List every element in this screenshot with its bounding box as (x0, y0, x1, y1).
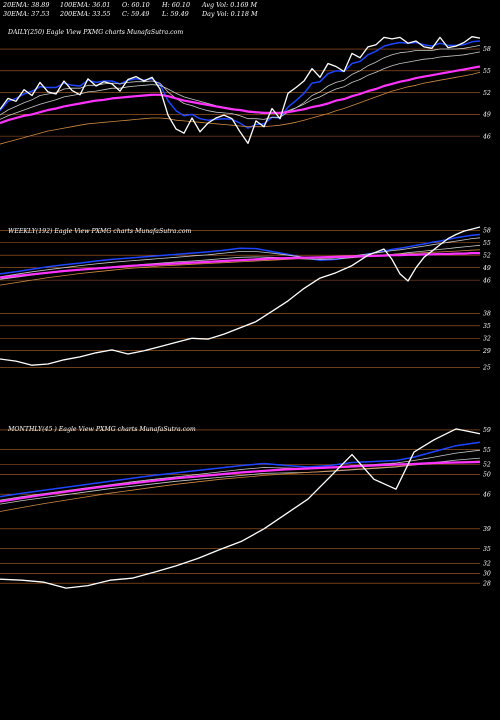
panel-title: WEEKLY(192) Eagle View PXMG charts Munaf… (8, 228, 191, 235)
ema-line (0, 249, 481, 286)
stat-ema20: 20EMA: 38.89 (3, 1, 50, 9)
y-tick-label: 52 (483, 462, 491, 469)
y-tick-label: 46 (482, 133, 491, 140)
y-tick-label: 29 (482, 348, 491, 355)
stat-low: L: 59.49 (162, 10, 189, 18)
ema-line (0, 237, 481, 278)
y-tick-label: 49 (482, 265, 491, 272)
stat-avgvol: Avg Vol: 0.169 M (202, 1, 258, 9)
stat-close: C: 59.49 (122, 10, 150, 18)
y-tick-label: 50 (483, 472, 491, 479)
ema-line (0, 252, 480, 279)
y-tick-label: 39 (483, 526, 491, 533)
y-tick-label: 32 (483, 561, 491, 568)
y-tick-label: 25 (482, 365, 491, 372)
ema-line (0, 233, 481, 275)
y-tick-label: 49 (482, 112, 491, 119)
y-tick-label: 55 (483, 240, 491, 247)
y-tick-label: 58 (483, 228, 491, 235)
y-tick-label: 59 (483, 427, 491, 434)
y-tick-label: 28 (482, 580, 491, 587)
ema-line (0, 40, 481, 129)
stat-ema200: 200EMA: 33.55 (60, 10, 111, 18)
y-tick-label: 46 (482, 491, 491, 498)
y-tick-label: 52 (483, 90, 491, 97)
stat-dayvol: Day Vol: 0.118 M (202, 10, 258, 18)
ema-line (0, 71, 481, 145)
stat-ema100: 100EMA: 36.01 (60, 1, 111, 9)
ema-line (0, 460, 481, 503)
price-line (0, 36, 481, 145)
panel-title: DAILY(250) Eagle View PXMG charts Munafa… (7, 29, 183, 36)
panel-1: 58 55 52 49 46 DAILY(250) Eagle View PXMG cha… (0, 29, 491, 145)
stat-high: H: 60.10 (162, 1, 191, 9)
ema-line (0, 460, 481, 512)
stat-ema30: 30EMA: 37.53 (3, 10, 50, 18)
panel-2: 58 55 52 49 46 38 35 32 29 25 WEEKLY(192) Eagle Vi… (0, 226, 491, 372)
y-tick-label: 38 (483, 311, 491, 318)
stat-open: O: 60.10 (122, 1, 150, 9)
y-tick-label: 35 (483, 546, 491, 553)
price-line (0, 226, 481, 366)
price-line (0, 428, 481, 589)
y-tick-label: 32 (483, 335, 491, 342)
panel-3: 59 55 52 50 46 39 35 32 30 28 MONTHLY(45 ) Eagle V… (0, 426, 491, 589)
y-tick-label: 46 (482, 277, 491, 284)
ema-line (0, 45, 481, 120)
y-tick-label: 58 (483, 46, 491, 53)
y-tick-label: 55 (483, 68, 491, 75)
y-tick-label: 30 (483, 570, 491, 577)
panel-title: MONTHLY(45 ) Eagle View PXMG charts Muna… (7, 426, 196, 433)
ema-line (0, 65, 481, 125)
y-tick-label: 52 (483, 252, 491, 259)
y-tick-label: 55 (483, 447, 491, 454)
ema-line (0, 441, 481, 498)
y-tick-label: 35 (483, 323, 491, 330)
